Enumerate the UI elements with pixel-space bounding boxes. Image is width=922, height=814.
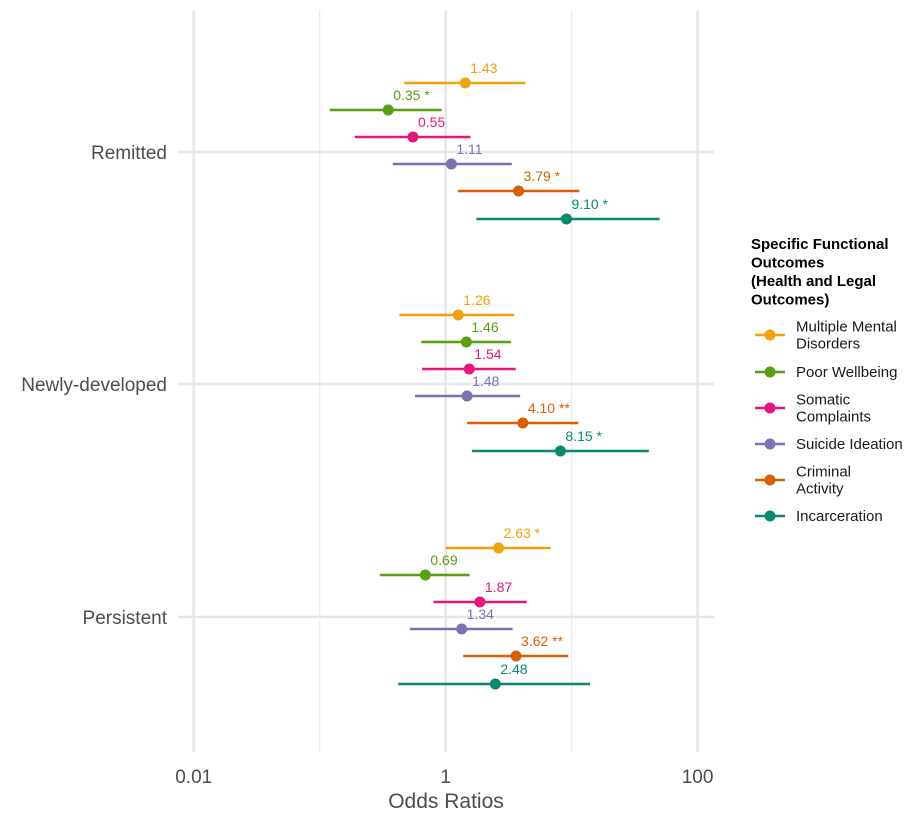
series-3: 1.11 1.48 1.34	[392, 141, 521, 635]
grid-lines	[178, 10, 714, 752]
x-axis-title: Odds Ratios	[388, 790, 504, 813]
legend-title: Outcomes	[751, 255, 824, 272]
legend-label: Complaints	[796, 409, 871, 426]
point-estimate	[407, 131, 419, 143]
point-estimate	[493, 542, 505, 554]
y-tick-label: Persistent	[83, 608, 168, 629]
point-estimate	[459, 77, 471, 89]
legend-label: Multiple Mental	[796, 319, 897, 336]
data-label: 0.35 *	[393, 87, 430, 103]
legend-label: Disorders	[796, 336, 860, 353]
data-label: 2.63 *	[504, 525, 541, 541]
series-2: 0.55 1.54 1.87	[354, 114, 527, 608]
plot-marks: 1.43 1.26 2.63 * 0.35 * 1.46 0.69 0.55 1.54 1.87…	[329, 60, 660, 690]
series-0: 1.43 1.26 2.63 *	[399, 60, 551, 554]
data-label: 1.87	[485, 579, 512, 595]
series-1: 0.35 * 1.46 0.69	[329, 87, 511, 581]
legend-title: Specific Functional	[751, 236, 889, 253]
point-estimate	[489, 678, 501, 690]
y-tick-label: Newly-developed	[21, 375, 167, 396]
legend-label: Criminal	[796, 464, 851, 481]
point-estimate	[460, 336, 472, 348]
legend-key-point	[764, 474, 776, 486]
y-axis-tick-labels: Remitted Newly-developed Persistent	[21, 143, 167, 629]
data-label: 1.26	[463, 292, 490, 308]
legend-label: Incarceration	[796, 508, 883, 525]
data-label: 3.79 *	[524, 168, 561, 184]
y-tick-label: Remitted	[91, 143, 167, 164]
point-estimate	[517, 417, 529, 429]
point-estimate	[445, 158, 457, 170]
x-tick-label: 0.01	[175, 767, 212, 788]
legend-key-point	[764, 329, 776, 341]
point-estimate	[463, 363, 475, 375]
legend: Specific Functional Outcomes(Health and L…	[751, 236, 903, 525]
legend-key-point	[764, 402, 776, 414]
x-tick-label: 100	[682, 767, 714, 788]
point-estimate	[554, 445, 566, 457]
data-label: 9.10 *	[571, 196, 608, 212]
point-estimate	[461, 390, 473, 402]
legend-title: (Health and Legal	[751, 273, 876, 290]
x-axis-tick-labels: 0.01 1 100	[175, 767, 713, 788]
point-estimate	[382, 104, 394, 116]
x-tick-label: 1	[440, 767, 451, 788]
legend-label: Activity	[796, 481, 844, 498]
data-label: 1.54	[474, 346, 501, 362]
point-estimate	[560, 213, 572, 225]
series-4: 3.79 * 4.10 ** 3.62 **	[457, 168, 580, 662]
data-label: 8.15 *	[565, 428, 602, 444]
data-label: 1.43	[470, 60, 497, 76]
point-estimate	[452, 309, 464, 321]
point-estimate	[474, 596, 486, 608]
legend-label: Suicide Ideation	[796, 436, 903, 453]
legend-key-point	[764, 438, 776, 450]
data-label: 0.55	[418, 114, 445, 130]
data-label: 0.69	[430, 552, 457, 568]
data-label: 1.48	[472, 373, 499, 389]
point-estimate	[419, 569, 431, 581]
data-label: 1.46	[471, 319, 498, 335]
point-estimate	[456, 623, 468, 635]
legend-item-5: Incarceration	[755, 508, 883, 525]
point-estimate	[513, 185, 525, 197]
data-label: 4.10 **	[528, 400, 571, 416]
legend-key-point	[764, 510, 776, 522]
data-label: 1.11	[456, 141, 482, 157]
legend-key-point	[764, 366, 776, 378]
point-estimate	[510, 650, 522, 662]
legend-item-1: Poor Wellbeing	[755, 364, 897, 381]
series-5: 9.10 * 8.15 * 2.48	[398, 196, 660, 690]
legend-label: Poor Wellbeing	[796, 364, 897, 381]
data-label: 1.34	[467, 606, 494, 622]
data-label: 2.48	[500, 661, 527, 677]
legend-item-3: Suicide Ideation	[755, 436, 903, 453]
data-label: 3.62 **	[521, 633, 564, 649]
legend-title: Outcomes)	[751, 292, 829, 309]
legend-label: Somatic	[796, 392, 851, 409]
